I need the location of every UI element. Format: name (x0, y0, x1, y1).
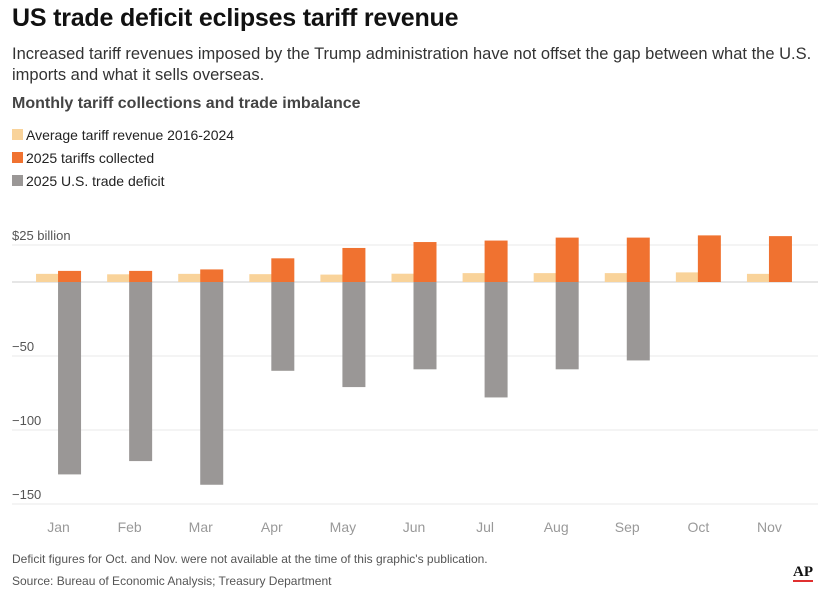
legend-label-deficit: 2025 U.S. trade deficit (26, 172, 165, 189)
deficit-bar (342, 282, 366, 388)
tariff-2025-bar (129, 270, 153, 282)
y-tick-label: −50 (12, 339, 34, 354)
ap-logo: AP (793, 564, 813, 582)
y-tick-label: $25 billion (12, 228, 71, 243)
avg-tariff-bar (178, 273, 202, 282)
x-tick-label: Apr (261, 519, 283, 535)
page-subtitle: Increased tariff revenues imposed by the… (12, 45, 812, 84)
tariff-2025-bar (697, 235, 721, 282)
tariff-2025-bar (342, 247, 366, 282)
avg-tariff-bar (675, 272, 699, 282)
avg-tariff-bar (107, 274, 131, 282)
x-tick-label: Sep (615, 519, 640, 535)
deficit-bar (271, 282, 295, 371)
footnote: Deficit figures for Oct. and Nov. were n… (12, 552, 488, 566)
x-tick-label: May (330, 519, 356, 535)
avg-tariff-bar (533, 273, 557, 282)
avg-tariff-bar (604, 273, 628, 282)
avg-tariff-bar (320, 274, 344, 282)
legend-item-tariffs: 2025 tariffs collected (12, 146, 234, 169)
deficit-bar (129, 282, 153, 462)
source-line: Source: Bureau of Economic Analysis; Tre… (12, 574, 332, 588)
legend-label-average: Average tariff revenue 2016-2024 (26, 126, 235, 143)
x-tick-label: Jul (476, 519, 494, 535)
x-tick-label: Nov (757, 519, 782, 535)
legend-swatch-average (12, 129, 23, 140)
y-tick-label: −150 (12, 487, 41, 502)
avg-tariff-bar (249, 274, 273, 282)
legend: Average tariff revenue 2016-2024 2025 ta… (12, 123, 234, 192)
legend-item-deficit: 2025 U.S. trade deficit (12, 169, 234, 192)
x-tick-label: Feb (118, 519, 142, 535)
tariff-2025-bar (58, 270, 82, 282)
avg-tariff-bar (36, 273, 60, 282)
tariff-2025-bar (200, 269, 224, 282)
deficit-bar (413, 282, 437, 370)
x-tick-label: Jun (403, 519, 426, 535)
avg-tariff-bar (746, 273, 770, 282)
y-tick-label: −100 (12, 413, 41, 428)
x-tick-label: Aug (544, 519, 569, 535)
legend-swatch-tariffs (12, 152, 23, 163)
tariff-2025-bar (626, 237, 650, 282)
tariff-2025-bar (413, 242, 437, 282)
x-tick-label: Jan (47, 519, 70, 535)
deficit-bar (555, 282, 579, 370)
tariff-2025-bar (484, 240, 508, 282)
legend-swatch-deficit (12, 175, 23, 186)
deficit-bar (200, 282, 224, 485)
avg-tariff-bar (462, 273, 486, 282)
page-title: US trade deficit eclipses tariff revenue (12, 4, 459, 32)
deficit-bar (626, 282, 650, 361)
avg-tariff-bar (391, 273, 415, 282)
deficit-bar (484, 282, 508, 398)
legend-item-average: Average tariff revenue 2016-2024 (12, 123, 234, 146)
deficit-bar (58, 282, 82, 475)
x-tick-label: Oct (687, 519, 709, 535)
tariff-2025-bar (271, 258, 295, 282)
tariff-2025-bar (555, 237, 579, 282)
chart-title: Monthly tariff collections and trade imb… (12, 95, 361, 112)
legend-label-tariffs: 2025 tariffs collected (26, 149, 155, 166)
tariff-2025-bar (768, 236, 792, 282)
x-tick-label: Mar (189, 519, 213, 535)
